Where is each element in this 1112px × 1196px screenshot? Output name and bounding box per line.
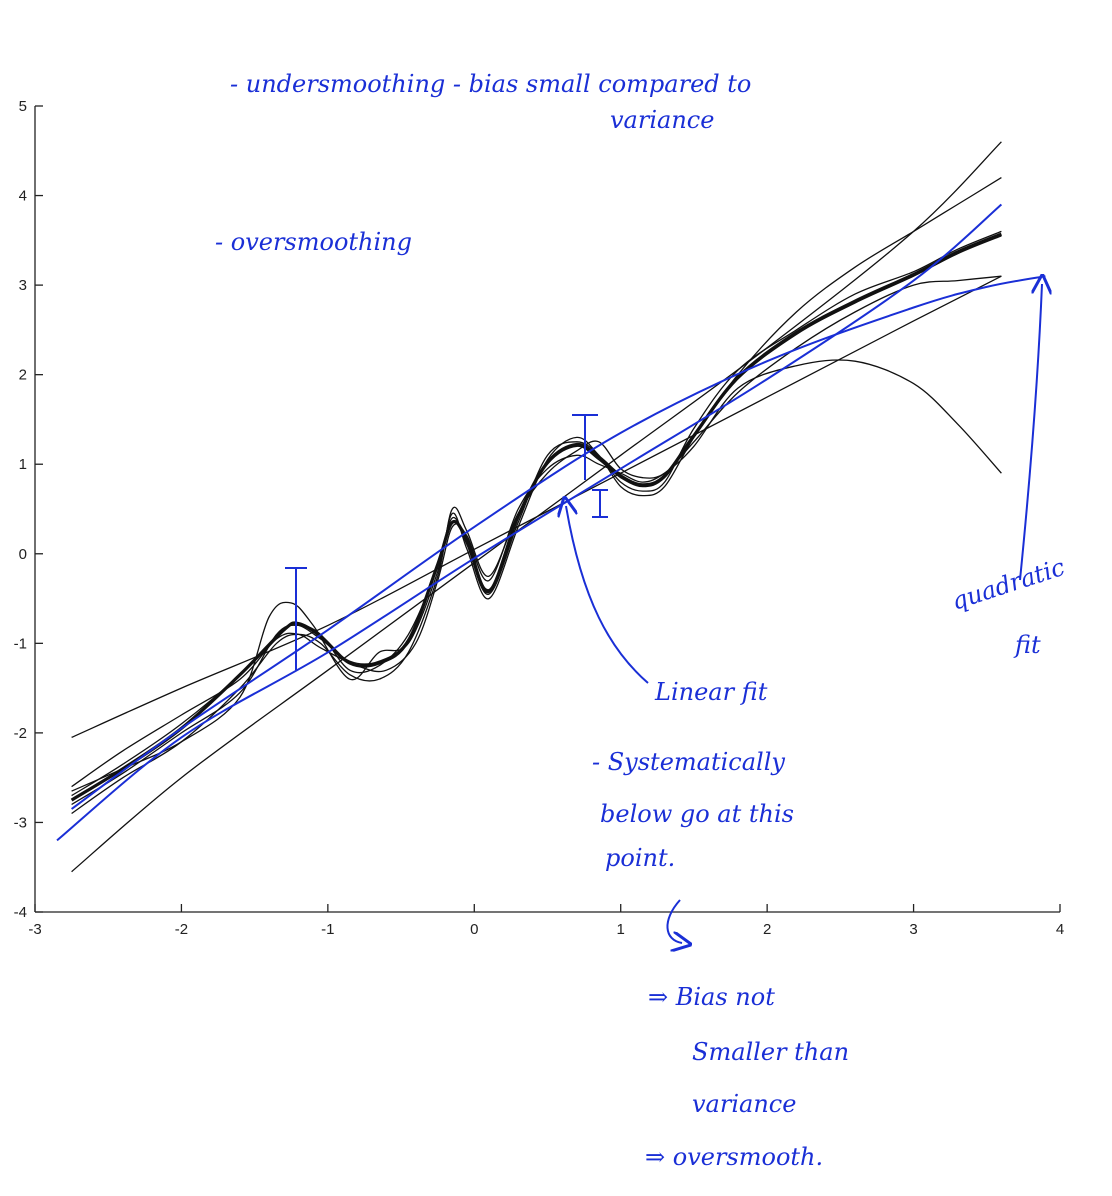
series-line-3 [71, 359, 1002, 788]
note-undersmoothing: - undersmoothing - bias small compared t… [230, 70, 751, 98]
y-tick-label: -1 [14, 635, 27, 652]
series-line-6 [71, 141, 1002, 873]
x-tick-label: -1 [321, 921, 334, 938]
x-tick-label: 0 [470, 921, 478, 938]
series-line-4 [71, 177, 1002, 806]
y-tick-label: -2 [14, 725, 27, 742]
x-tick-label: 3 [909, 921, 917, 938]
x-tick-label: 4 [1056, 921, 1064, 938]
x-tick-label: 1 [617, 921, 625, 938]
y-tick-label: 4 [19, 188, 27, 205]
series-line-8 [70, 232, 1002, 802]
series-line-9 [56, 203, 1003, 842]
note-systematically: - Systematically [592, 748, 785, 776]
y-tick-label: 0 [19, 546, 27, 563]
note-undersmoothing-cont: variance [610, 106, 714, 134]
variance-bars [285, 284, 1042, 943]
quadratic-fit-arrow [1019, 284, 1042, 581]
note-oversmoothing: - oversmoothing [215, 228, 412, 256]
x-tick-label: -3 [28, 921, 41, 938]
y-tick-label: 1 [19, 456, 27, 473]
note-point: point. [605, 844, 675, 872]
note-below: below go at this [600, 800, 794, 828]
y-tick-label: 3 [19, 277, 27, 294]
note-smaller-than: Smaller than [692, 1038, 849, 1066]
hook-arrow [666, 899, 682, 943]
note-quadratic: quadratic [948, 553, 1068, 616]
x-tick-label: 2 [763, 921, 771, 938]
linear-fit-arrow [566, 506, 649, 684]
y-tick-label: 5 [19, 98, 27, 115]
series-layer [56, 141, 1046, 873]
note-variance: variance [692, 1090, 796, 1118]
note-oversmooth: ⇒ oversmooth. [645, 1143, 823, 1171]
y-tick-label: 2 [19, 367, 27, 384]
y-tick-label: -4 [14, 904, 27, 921]
y-tick-label: -3 [14, 814, 27, 831]
note-quadratic-cont: fit [1013, 631, 1041, 659]
series-line-1 [71, 235, 1002, 797]
x-tick-label: -2 [175, 921, 188, 938]
note-linear-fit: Linear fit [654, 678, 768, 706]
note-bias-not: ⇒ Bias not [648, 983, 775, 1011]
series-line-7 [71, 275, 1002, 738]
series-line-10 [71, 275, 1046, 810]
series-line-5 [71, 275, 1002, 815]
